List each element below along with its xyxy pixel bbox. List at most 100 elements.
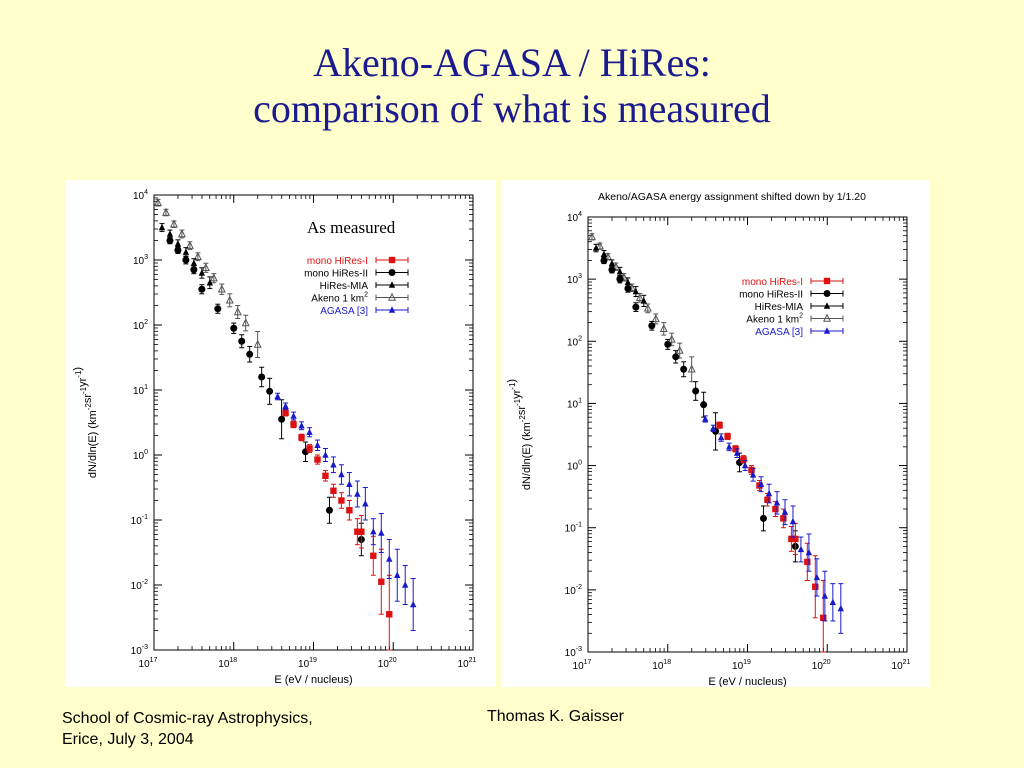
y-tick-base: 10 [133,321,145,332]
data-point [757,480,765,487]
data-point [772,505,779,513]
y-tick-base: 10 [567,337,579,348]
data-point [338,497,345,504]
legend-marker [388,256,396,264]
x-tick-exp: 19 [309,657,317,664]
title-line-2: comparison of what is measured [253,86,771,131]
y-tick-exp: -2 [576,584,582,591]
data-point [161,207,170,216]
data-point [182,248,190,255]
data-point [805,548,813,556]
data-point [724,433,731,440]
legend-marker [823,277,831,285]
x-tick-label: 1018 [652,659,671,672]
x-tick-exp: 21 [903,659,911,666]
x-tick-base: 10 [812,661,824,672]
y-tick-exp: -3 [142,644,148,651]
data-point [640,297,648,304]
data-point [664,340,672,348]
legend-label: HiRes-MIA [755,302,804,313]
data-point [680,365,688,373]
data-point [174,240,182,247]
y-tick-exp: -1 [576,522,582,529]
legend-marker [388,306,396,313]
data-point [733,449,741,456]
y-tick-base: 10 [133,256,145,267]
data-point [717,433,725,441]
data-point [225,295,234,304]
y-tick-label: 10-2 [131,579,148,592]
y-tick-label: 104 [567,211,582,224]
x-tick-label: 1019 [298,657,317,670]
y-tick-exp: 0 [578,460,582,467]
data-point [600,250,608,257]
data-point [153,197,162,206]
data-point [759,514,767,522]
data-point [177,229,186,238]
data-point [214,305,222,313]
data-point [659,324,668,333]
x-tick-label: 1021 [458,657,477,670]
chart-panel-left: 1017 1018 1019 1020 1021 10-3 10-2 10-1 100 101 10… [66,180,496,687]
data-point [174,246,182,254]
legend-marker [387,292,397,301]
legend-label-text: AGASA [3] [755,327,803,338]
data-point [648,322,656,330]
data-point [740,456,747,463]
data-point [298,434,305,441]
x-tick-exp: 20 [389,657,397,664]
data-point [789,517,797,525]
data-point [201,262,210,271]
y-tick-label: 10-1 [565,522,582,535]
y-tick-base: 10 [567,213,579,224]
data-point [230,324,238,332]
data-point [314,456,321,463]
x-tick-label: 1020 [812,659,831,672]
footer-date-line: Erice, July 3, 2004 [62,731,194,748]
y-tick-label: 10-3 [565,646,582,659]
data-point [346,507,353,514]
chart-annotation: As measured [307,218,396,237]
x-tick-label: 1019 [732,659,751,672]
data-point [306,445,313,452]
legend-label-sup: 2 [799,313,803,320]
data-point [780,515,787,522]
y-tick-label: 101 [133,384,148,397]
x-tick-base: 10 [218,659,230,670]
chart-panel-right: 1017 1018 1019 1020 1021 10-3 10-2 10-1 100 101 10… [502,180,930,687]
footer-author: Thomas K. Gaisser [487,708,624,725]
legend-label: mono HiRes-II [739,290,803,301]
y-tick-base: 10 [567,275,579,286]
data-point [792,535,799,543]
series-hires1 [716,421,827,653]
series-hires1 [282,409,393,651]
x-tick-base: 10 [652,661,664,672]
y-tick-base: 10 [565,586,577,597]
data-point [354,490,361,497]
y-tick-exp: 0 [144,449,148,456]
chart-title: Akeno/AGASA energy assignment shifted do… [598,191,866,203]
y-tick-exp: 1 [578,397,582,404]
data-point [624,278,632,285]
legend-marker [388,269,396,276]
y-tick-label: 102 [567,335,582,348]
data-point [217,284,226,293]
data-point [166,230,174,237]
data-point [193,251,202,260]
data-point [725,443,733,450]
x-tick-label: 1021 [892,659,911,672]
x-tick-base: 10 [573,661,585,672]
data-point [325,506,333,514]
y-tick-exp: -3 [576,646,582,653]
y-label-sup: -2 [518,415,527,423]
y-tick-exp: 3 [578,273,582,280]
y-tick-label: 100 [133,449,148,462]
data-point [233,307,242,316]
x-tick-exp: 17 [150,657,158,664]
data-point [716,421,723,429]
data-point [354,528,361,535]
x-tick-label: 1020 [378,657,397,670]
data-point [290,412,297,419]
data-point [290,421,297,428]
slide-title: Akeno-AGASA / HiRes: comparison of what … [0,40,1024,132]
